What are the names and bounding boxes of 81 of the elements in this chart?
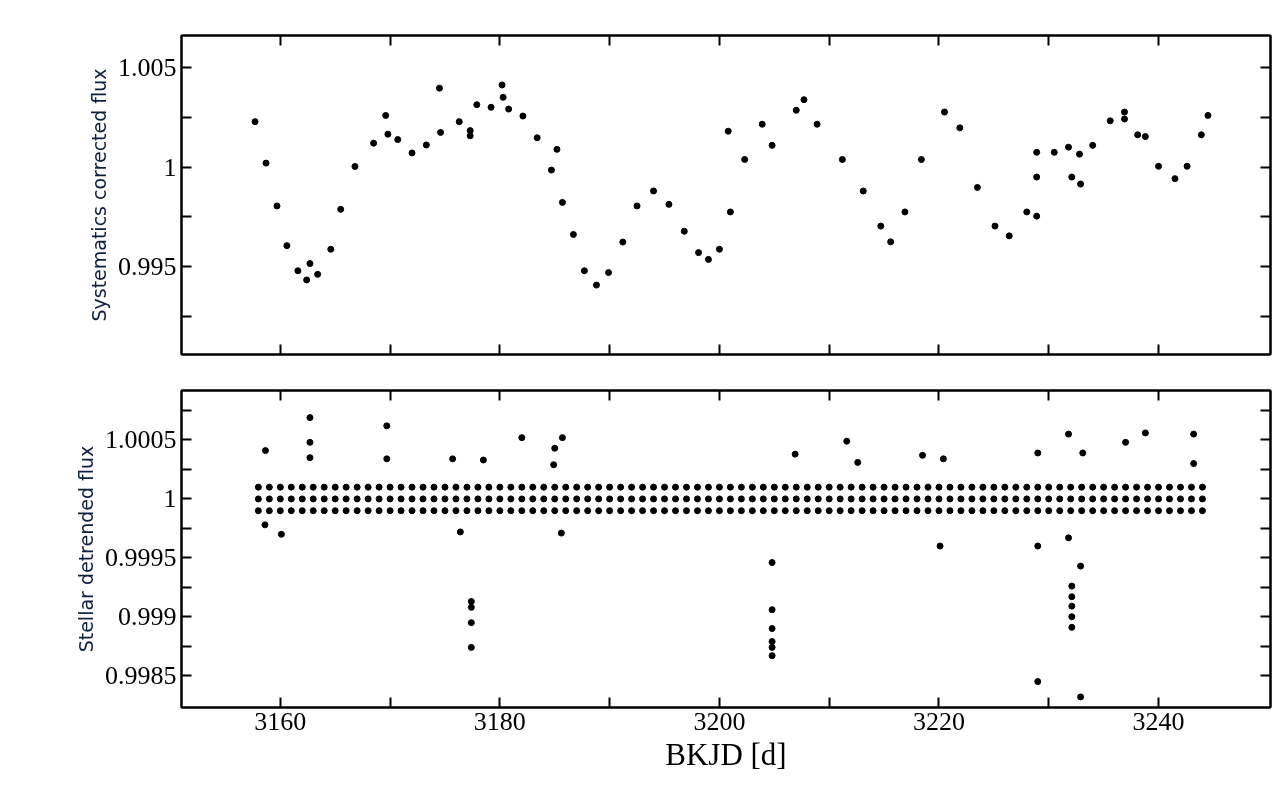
point	[1068, 602, 1076, 610]
point	[854, 458, 862, 466]
y-tick-label: 0.999	[118, 602, 177, 632]
point	[791, 450, 799, 458]
y-tick-label: 0.9995	[105, 543, 177, 573]
point	[383, 455, 391, 463]
point	[768, 652, 776, 660]
point	[1068, 613, 1076, 621]
point	[768, 606, 776, 614]
y-axis-title: Systematics corrected flux	[88, 68, 110, 322]
x-axis-title: BKJD [d]	[665, 736, 787, 772]
x-tick-label: 3220	[912, 706, 965, 736]
point	[768, 625, 776, 633]
point	[551, 444, 559, 452]
point	[518, 434, 526, 442]
y-tick-label: 1	[163, 484, 177, 514]
point	[843, 437, 851, 445]
point	[553, 145, 561, 153]
point	[1068, 173, 1076, 181]
point	[1079, 449, 1087, 457]
point	[382, 111, 390, 119]
point	[1068, 593, 1076, 601]
point	[306, 260, 314, 268]
y-tick-label: 1.005	[118, 52, 177, 82]
point	[936, 542, 944, 550]
point	[1141, 133, 1149, 141]
point	[467, 619, 475, 627]
point	[1033, 148, 1041, 156]
point	[1034, 449, 1042, 457]
point	[467, 603, 475, 611]
x-tick-label: 3180	[473, 706, 526, 736]
y-tick-label: 1	[163, 152, 177, 182]
point	[1190, 430, 1198, 438]
point	[1034, 542, 1042, 550]
point	[1141, 429, 1149, 437]
point	[261, 447, 269, 455]
point	[1120, 108, 1128, 116]
point	[1077, 180, 1085, 188]
point	[557, 529, 565, 537]
point	[1190, 460, 1198, 468]
point	[306, 438, 314, 446]
point	[261, 521, 269, 529]
point	[498, 81, 506, 89]
point	[466, 132, 474, 140]
point	[277, 530, 285, 538]
point	[1077, 562, 1085, 570]
point	[1034, 678, 1042, 686]
point	[724, 127, 732, 135]
point	[1122, 438, 1130, 446]
point	[1065, 430, 1073, 438]
point	[1077, 693, 1085, 701]
y-axis-title: Stellar detrended flux	[75, 445, 97, 653]
point	[306, 414, 314, 422]
point	[435, 84, 443, 92]
point	[768, 559, 776, 567]
point	[939, 455, 947, 463]
point	[467, 597, 475, 605]
point	[479, 456, 487, 464]
point	[499, 93, 507, 101]
point	[919, 451, 926, 459]
point	[467, 643, 475, 651]
point	[558, 434, 566, 442]
point	[449, 455, 457, 463]
point	[768, 141, 776, 149]
point	[1065, 534, 1073, 542]
point	[1068, 623, 1076, 631]
point	[456, 528, 464, 536]
x-tick-label: 3160	[254, 706, 307, 736]
y-tick-label: 1.0005	[105, 425, 177, 455]
x-tick-label: 3200	[693, 706, 746, 736]
point	[1068, 582, 1076, 590]
point	[800, 96, 808, 104]
point	[768, 643, 776, 651]
x-tick-label: 3240	[1132, 706, 1185, 736]
point	[550, 461, 558, 469]
y-tick-label: 0.995	[118, 252, 177, 282]
point	[383, 422, 391, 430]
point	[768, 638, 776, 645]
y-tick-label: 0.9985	[105, 661, 177, 691]
point	[1033, 212, 1041, 220]
point	[306, 454, 314, 462]
